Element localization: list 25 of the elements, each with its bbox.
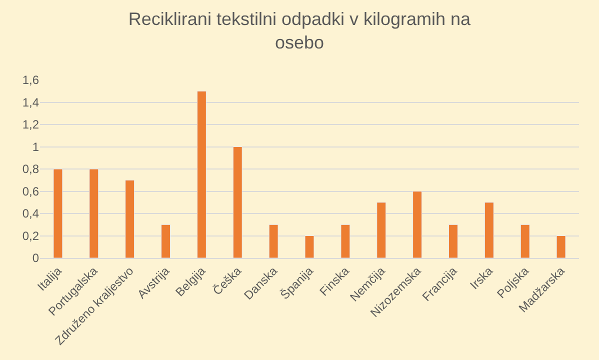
bar: [556, 236, 566, 258]
y-tick-label: 1,4: [22, 95, 40, 110]
bar: [304, 236, 314, 258]
chart-title: Reciklirani tekstilni odpadki v kilogramih na osebo: [128, 9, 472, 53]
bar: [232, 146, 242, 258]
bar: [484, 202, 494, 258]
bar: [196, 90, 206, 258]
bar: [89, 168, 99, 258]
y-tick-label: 0: [32, 251, 40, 266]
bar: [268, 224, 278, 258]
y-tick-label: 0,2: [22, 228, 40, 243]
bar: [53, 168, 63, 258]
bar: [448, 224, 458, 258]
y-tick-label: 0,6: [22, 184, 40, 198]
bar: [161, 224, 171, 258]
bar: [520, 224, 530, 258]
bar: [412, 191, 422, 258]
bar: [340, 224, 350, 258]
bar: [125, 180, 135, 258]
y-tick-label: 0,4: [22, 206, 40, 221]
y-tick-label: 0,8: [22, 162, 40, 176]
y-tick-label: 1,6: [22, 73, 40, 88]
y-tick-label: 1,2: [22, 118, 40, 132]
y-tick-label: 1: [32, 140, 40, 154]
bar: [376, 202, 386, 258]
